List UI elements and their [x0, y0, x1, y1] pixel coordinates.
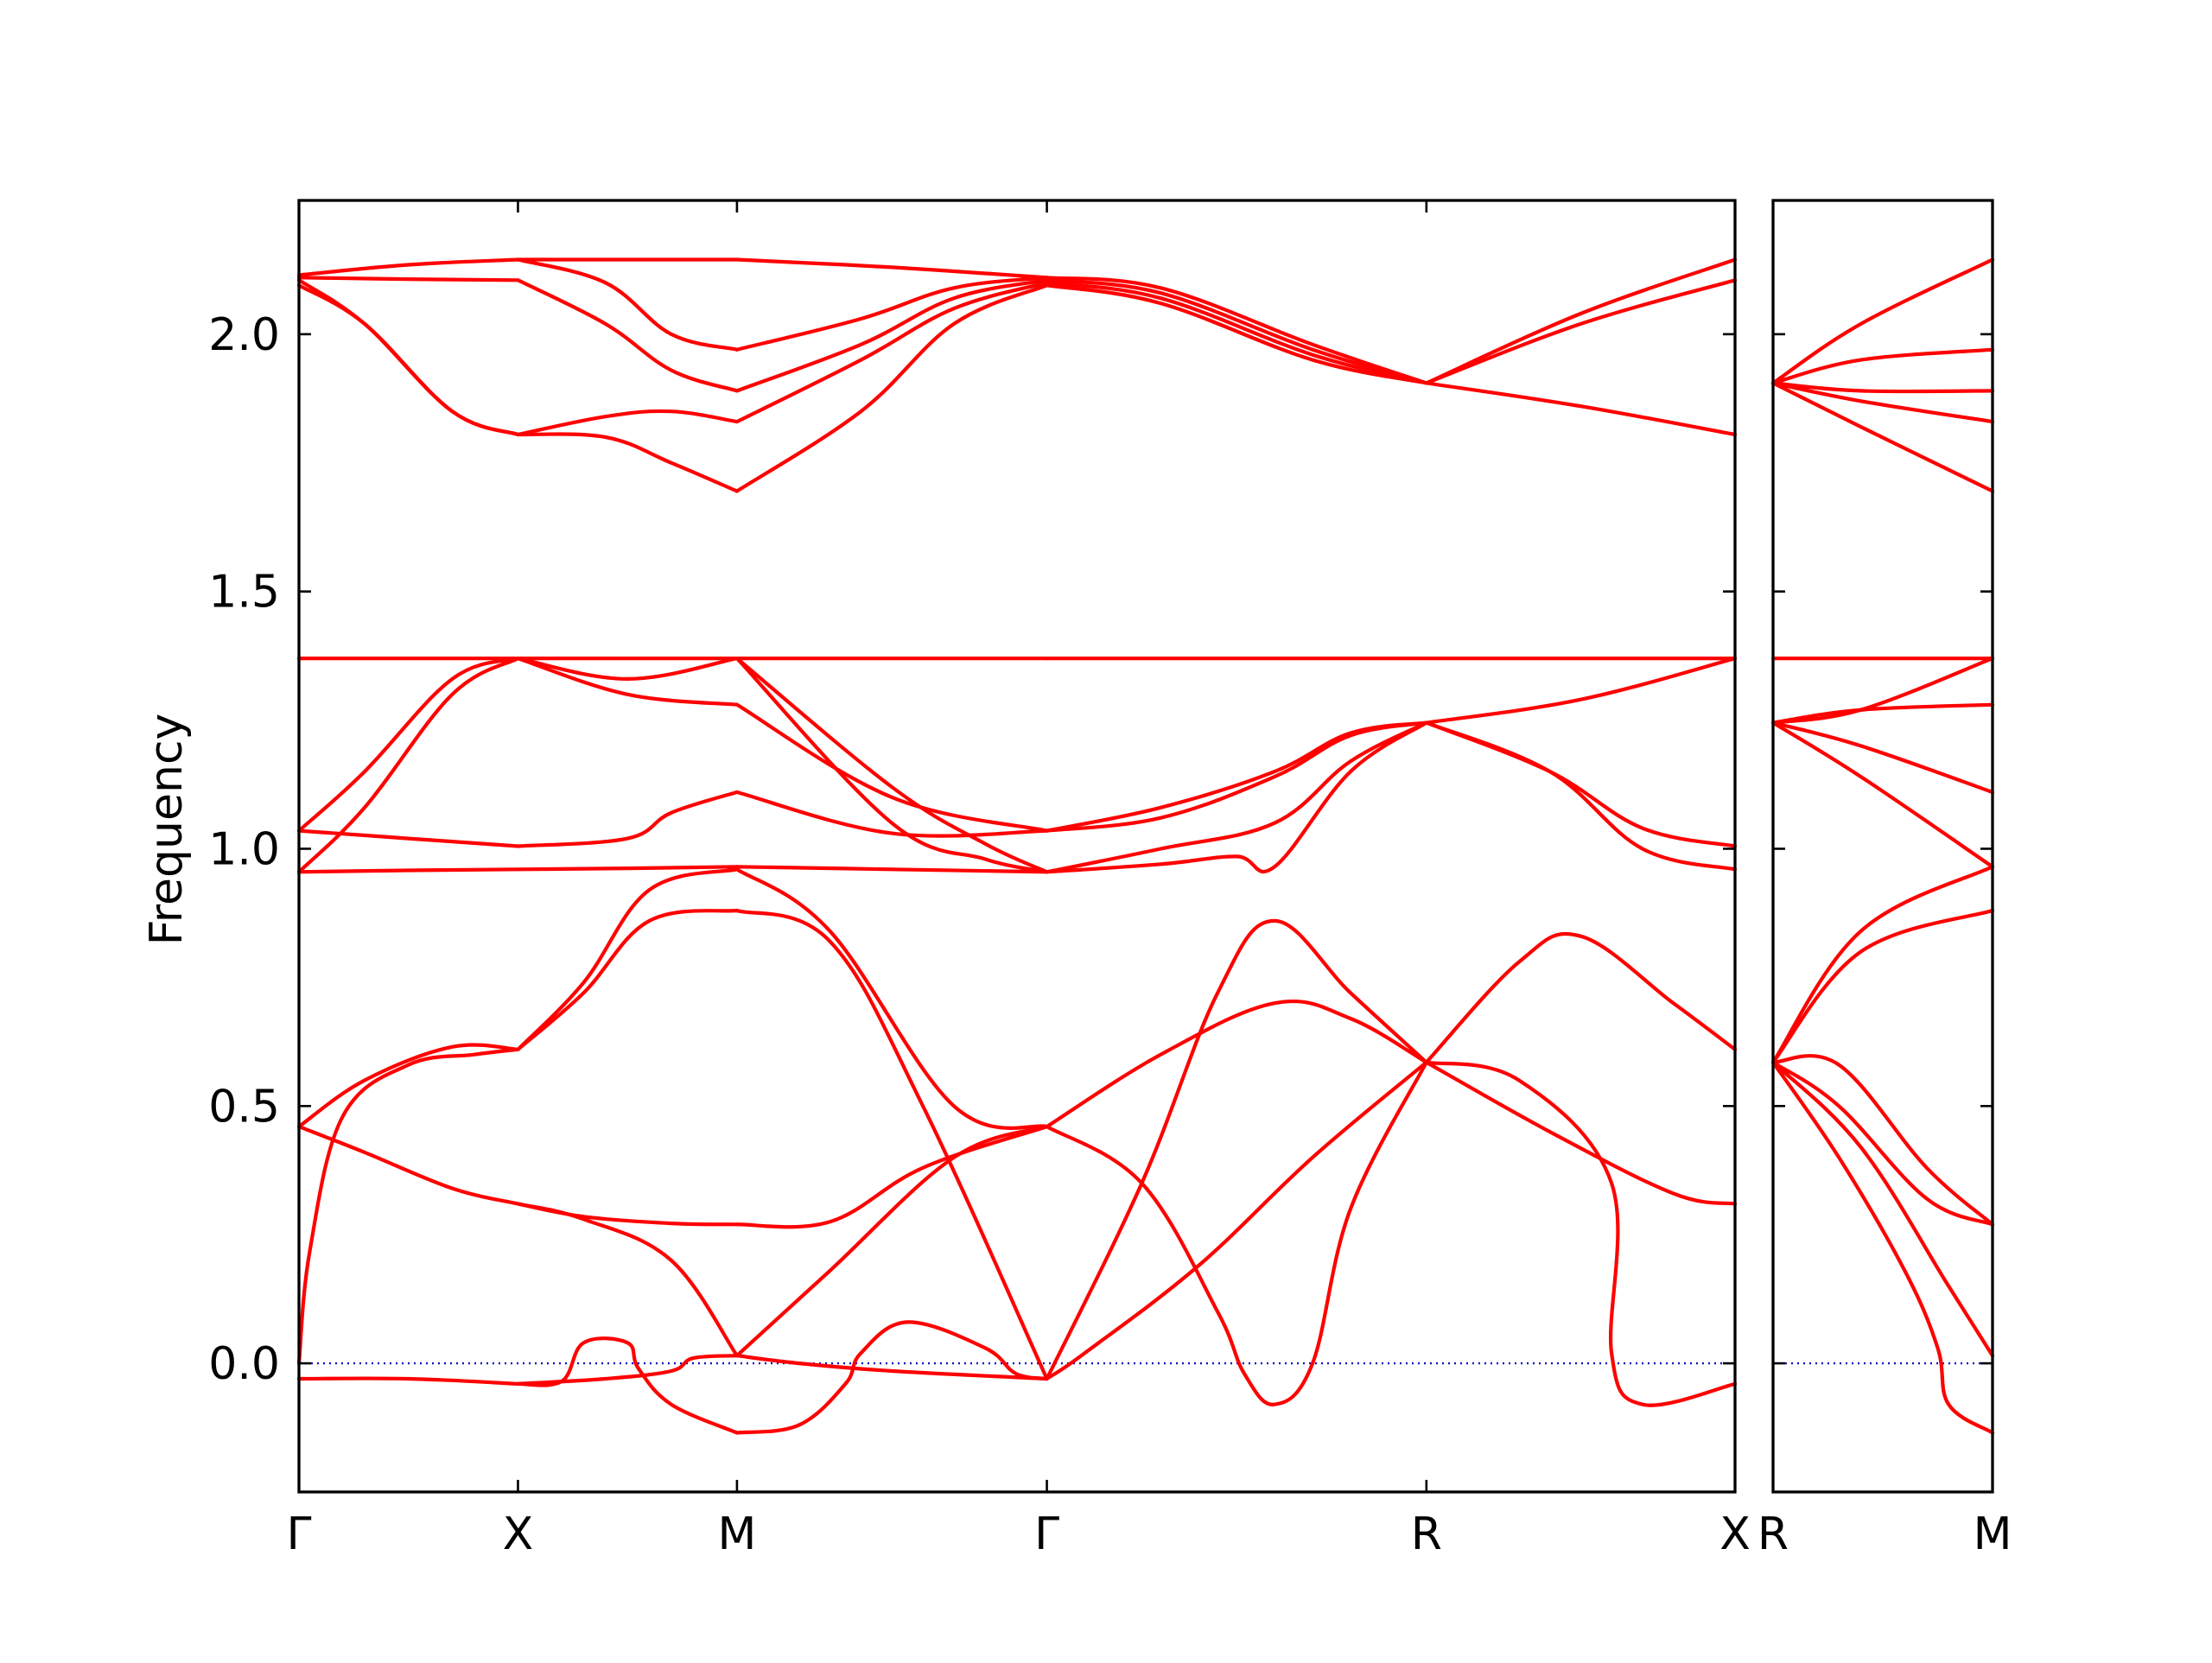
band-line-side-seg0-b15 — [1770, 257, 1995, 385]
band-line-main-seg0-b11 — [296, 276, 520, 282]
band-line-main-seg2-b8 — [734, 702, 1049, 833]
band-line-main-seg4-b5 — [1424, 657, 1738, 725]
band-line-main-seg0-b12 — [296, 257, 520, 277]
band-line-main-seg4-b2 — [1424, 931, 1738, 1064]
band-line-main-seg1-b4 — [516, 908, 739, 1051]
band-line-main-seg0-b10 — [296, 278, 520, 437]
band-line-main-seg1-b8 — [516, 657, 739, 707]
band-line-main-seg3-b1 — [1045, 918, 1428, 1381]
band-line-main-seg3-b6 — [1045, 720, 1428, 833]
x-tick-label: R — [1758, 1508, 1789, 1560]
bands — [296, 257, 1995, 1435]
y-tick-label: 0.0 — [208, 1338, 280, 1390]
band-line-side-seg0-b1 — [1770, 1060, 1995, 1358]
band-line-side-seg0-b4 — [1770, 908, 1995, 1064]
band-line-main-seg3-b5 — [1045, 720, 1428, 874]
band-line-main-seg2-b9 — [734, 657, 1049, 874]
band-line-main-seg3-b10 — [1045, 281, 1428, 385]
band-line-main-seg1-b14 — [516, 257, 739, 352]
band-line-main-seg4-b8 — [1424, 278, 1738, 385]
band-line-main-seg3-b0 — [1045, 1060, 1428, 1381]
band-line-main-seg4-b1 — [1424, 1060, 1738, 1206]
band-line-main-seg2-b16 — [734, 257, 1049, 280]
x-tick-label: M — [1974, 1508, 2012, 1560]
y-tick-label: 1.5 — [208, 567, 280, 619]
band-line-side-seg0-b13 — [1770, 381, 1995, 394]
x-tick-label: X — [503, 1508, 534, 1560]
band-line-side-seg0-b14 — [1770, 347, 1995, 385]
x-tick-label: M — [717, 1508, 756, 1560]
band-line-side-seg0-b5 — [1770, 865, 1995, 1064]
band-line-main-seg3-b2 — [1045, 1060, 1428, 1406]
band-line-side-seg0-b11 — [1770, 381, 1995, 493]
band-line-main-seg3-b4 — [1045, 720, 1428, 874]
band-line-main-seg2-b3 — [734, 1125, 1049, 1229]
y-axis-label: Frequency — [141, 714, 193, 946]
band-line-main-seg0-b7 — [296, 657, 520, 833]
band-line-main-seg1-b2 — [516, 1202, 739, 1358]
band-line-main-seg1-b13 — [516, 278, 739, 393]
band-line-main-seg0-b2 — [296, 1125, 520, 1206]
band-line-main-seg2-b1 — [734, 1354, 1049, 1381]
x-tick-label: R — [1411, 1508, 1442, 1560]
band-line-main-seg4-b9 — [1424, 257, 1738, 385]
y-tick-label: 2.0 — [208, 309, 280, 361]
plot-frame-main — [297, 199, 1737, 1494]
band-line-side-seg0-b3 — [1770, 1054, 1995, 1227]
band-line-main-seg4-b0 — [1424, 1060, 1738, 1407]
band-line-main-seg4-b7 — [1424, 381, 1738, 437]
band-line-main-seg2-b0 — [734, 1320, 1049, 1435]
x-tick-label: Γ — [1034, 1508, 1059, 1560]
x-tick-label: Γ — [287, 1508, 312, 1560]
band-line-side-seg0-b2 — [1770, 1060, 1995, 1227]
band-line-main-seg3-b9 — [1045, 283, 1428, 385]
band-line-main-seg2-b2 — [734, 1125, 1049, 1358]
y-tick-label: 1.0 — [208, 823, 280, 875]
band-line-main-seg1-b9 — [516, 657, 739, 681]
band-line-main-seg0-b5 — [296, 657, 520, 874]
band-line-main-seg2-b4 — [734, 908, 1049, 1381]
band-line-main-seg2-b12 — [734, 283, 1049, 493]
band-line-side-seg0-b9 — [1770, 657, 1995, 725]
band-line-main-seg3-b7 — [1045, 720, 1428, 833]
band-line-side-seg0-b7 — [1770, 720, 1995, 795]
tick-labels: Γ X M Γ R X0.00.51.01.52.0R M — [208, 309, 2012, 1560]
band-line-side-seg0-b6 — [1770, 720, 1995, 869]
band-line-side-seg0-b12 — [1770, 381, 1995, 424]
band-line-main-seg2-b7 — [734, 790, 1049, 838]
band-line-main-seg2-b6 — [734, 865, 1049, 874]
plot-frames — [297, 199, 1994, 1494]
band-line-main-seg1-b5 — [516, 867, 739, 1051]
band-line-main-seg1-b1 — [516, 1354, 739, 1386]
x-tick-label: X — [1719, 1508, 1751, 1560]
band-line-main-seg2-b15 — [734, 276, 1049, 352]
band-line-main-seg1-b12 — [516, 409, 739, 437]
band-line-main-seg1-b0 — [516, 1336, 739, 1435]
band-line-main-seg1-b7 — [516, 790, 739, 848]
band-line-main-seg1-b11 — [516, 432, 739, 493]
band-line-main-seg3-b12 — [1045, 276, 1428, 385]
band-line-main-seg4-b3 — [1424, 720, 1738, 872]
band-line-main-seg0-b0 — [296, 1376, 520, 1386]
band-line-main-seg1-b6 — [516, 865, 739, 872]
band-line-main-seg3-b3 — [1045, 999, 1428, 1129]
plot-frame-side — [1771, 199, 1994, 1494]
band-line-main-seg0-b3 — [296, 1043, 520, 1129]
band-line-main-seg2-b14 — [734, 278, 1049, 393]
band-line-side-seg0-b0 — [1770, 1060, 1995, 1435]
band-line-main-seg3-b11 — [1045, 278, 1428, 385]
band-line-main-seg0-b1 — [296, 1047, 520, 1366]
band-line-main-seg2-b13 — [734, 281, 1049, 424]
band-line-main-seg1-b3 — [516, 1202, 739, 1227]
band-line-main-seg0-b4 — [296, 867, 520, 874]
band-line-main-seg0-b9 — [296, 283, 520, 437]
band-line-main-seg4-b4 — [1424, 720, 1738, 848]
y-tick-label: 0.5 — [208, 1081, 280, 1133]
band-line-main-seg0-b6 — [296, 828, 520, 848]
band-line-main-seg2-b5 — [734, 867, 1049, 1130]
band-line-main-seg2-b10 — [734, 657, 1049, 874]
